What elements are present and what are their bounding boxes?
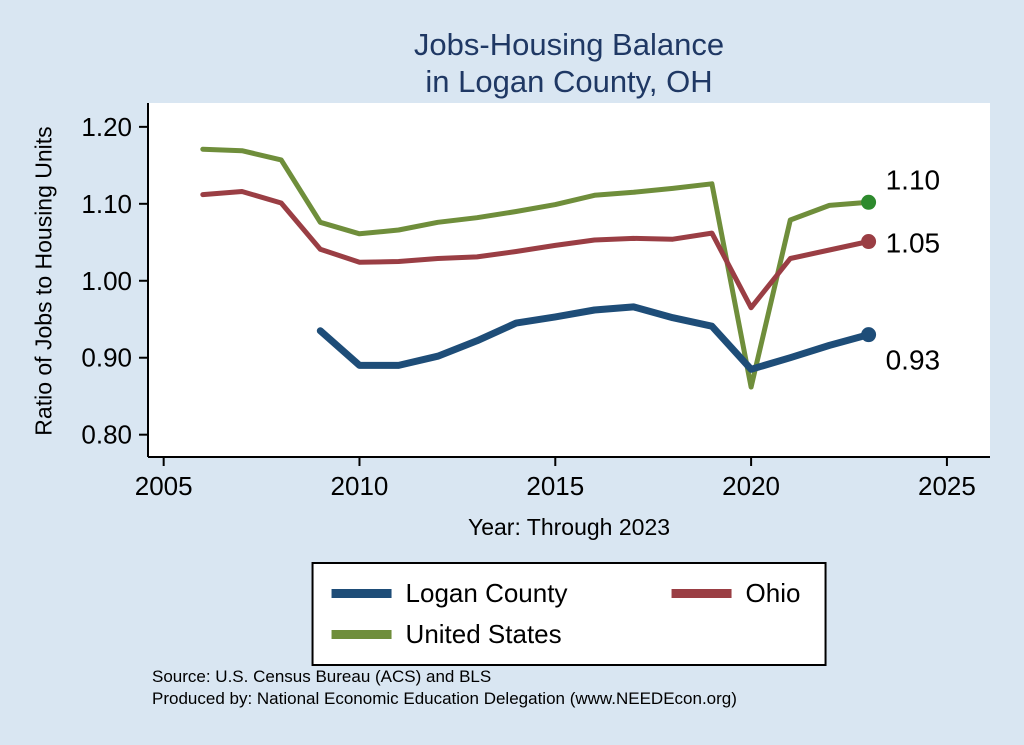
chart-title-line1: Jobs-Housing Balance	[413, 27, 725, 62]
y-tick-label-4: 1.20	[81, 112, 132, 142]
chart-title-line2: in Logan County, OH	[425, 64, 713, 99]
legend-swatch-united-states	[331, 630, 392, 639]
x-tick-label-4: 2025	[918, 471, 976, 501]
series-line-united-states	[200, 146, 872, 390]
legend-swatch-ohio	[671, 589, 732, 598]
series-line-logan-county	[316, 303, 873, 373]
legend-label-logan-county: Logan County	[405, 578, 568, 608]
footer: Source: U.S. Census Bureau (ACS) and BLS…	[152, 666, 737, 710]
series-end-label-ohio: 1.05	[886, 228, 941, 259]
legend: Logan County Ohio United States	[311, 562, 827, 666]
series-end-marker-united-states	[861, 194, 877, 210]
series-end-marker-logan-county	[861, 327, 877, 343]
footer-produced: Produced by: National Economic Education…	[152, 689, 737, 708]
legend-label-ohio: Ohio	[745, 578, 801, 608]
series-end-label-united-states: 1.10	[886, 164, 941, 195]
x-axis-label: Year: Through 2023	[467, 514, 671, 540]
y-tick-label-3: 1.10	[81, 189, 132, 219]
series-end-label-logan-county: 0.93	[886, 345, 941, 376]
footer-source: Source: U.S. Census Bureau (ACS) and BLS	[152, 667, 492, 686]
x-tick-label-2: 2015	[526, 471, 584, 501]
y-tick-label-0: 0.80	[81, 420, 132, 450]
x-tick-label-3: 2020	[722, 471, 780, 501]
legend-item-united-states: United States	[331, 619, 672, 650]
y-tick-label-1: 0.90	[81, 343, 132, 373]
legend-item-logan-county: Logan County	[331, 578, 672, 609]
x-tick-label-0: 2005	[135, 471, 193, 501]
x-tick-label-1: 2010	[331, 471, 389, 501]
legend-swatch-logan-county	[331, 589, 392, 598]
y-tick-label-2: 1.00	[81, 266, 132, 296]
series-end-marker-ohio	[861, 234, 877, 250]
series-line-ohio	[200, 189, 872, 311]
legend-label-united-states: United States	[405, 619, 562, 649]
y-axis-label: Ratio of Jobs to Housing Units	[30, 126, 57, 436]
legend-item-ohio: Ohio	[671, 578, 801, 609]
chart-title: Jobs-Housing Balance in Logan County, OH	[148, 26, 990, 100]
plot-background	[148, 103, 990, 457]
